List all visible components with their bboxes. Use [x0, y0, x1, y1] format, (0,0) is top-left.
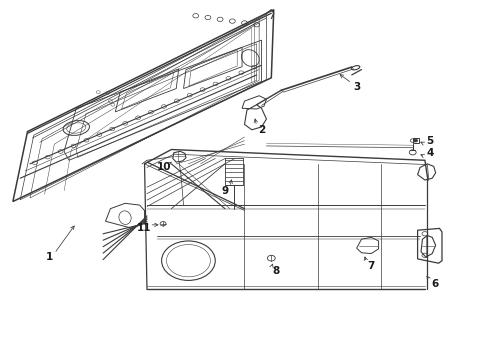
Text: 11: 11: [137, 224, 151, 233]
Text: 2: 2: [257, 125, 264, 135]
Text: 7: 7: [367, 261, 374, 271]
Text: 9: 9: [221, 186, 228, 196]
Text: 1: 1: [46, 252, 53, 262]
Text: 4: 4: [425, 148, 432, 158]
Circle shape: [413, 139, 417, 142]
Text: 10: 10: [157, 162, 171, 172]
Text: 8: 8: [272, 266, 279, 276]
Text: 3: 3: [352, 82, 360, 92]
Text: 5: 5: [426, 136, 432, 145]
Text: 6: 6: [430, 279, 437, 289]
